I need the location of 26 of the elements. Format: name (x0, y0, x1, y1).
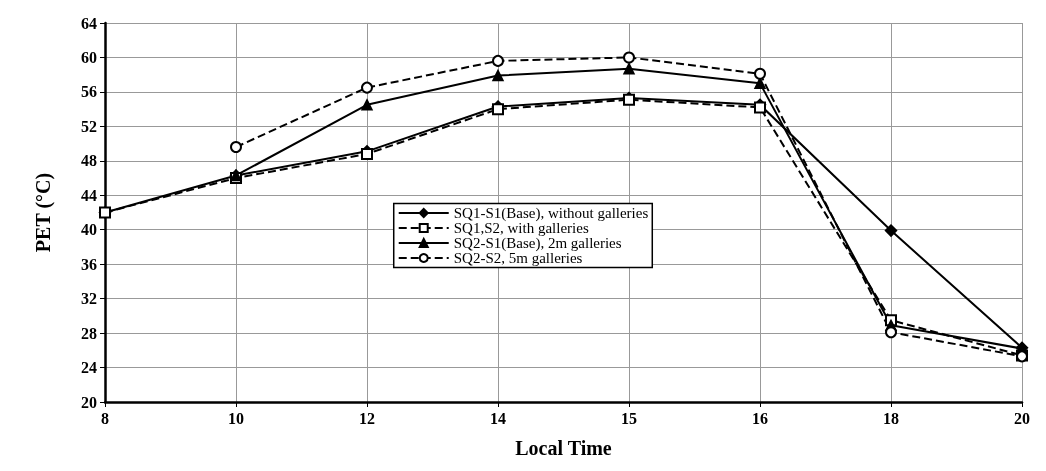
y-tick-label: 32 (81, 290, 97, 308)
y-tick-label: 60 (81, 48, 97, 66)
legend-label: SQ1-S1(Base), without galleries (453, 205, 649, 222)
y-tick-label: 24 (81, 359, 97, 377)
y-tick-label: 52 (81, 117, 97, 135)
y-tick-label: 28 (81, 324, 97, 342)
y-tick-label: 20 (81, 393, 97, 411)
x-tick-label: 20 (1014, 409, 1030, 427)
y-tick-label: 56 (81, 83, 97, 101)
x-tick-label: 16 (752, 409, 768, 427)
x-tick-label: 14 (490, 409, 506, 427)
x-tick-label: 15 (621, 409, 637, 427)
x-tick-label: 10 (228, 409, 244, 427)
y-tick-label: 48 (81, 152, 97, 170)
x-tick-label: 12 (359, 409, 375, 427)
y-tick-label: 44 (81, 186, 97, 204)
x-axis-title: Local Time (515, 437, 612, 459)
y-axis-title: PET (°C) (32, 172, 55, 253)
y-tick-label: 36 (81, 255, 97, 273)
legend-label: SQ2-S1(Base), 2m galleries (453, 235, 622, 252)
legend-label: SQ2-S2, 5m galleries (453, 250, 583, 266)
y-tick-label: 40 (81, 221, 97, 239)
x-tick-label: 8 (101, 409, 109, 427)
legend-label: SQ1,S2, with galleries (453, 220, 589, 236)
y-tick-label: 64 (81, 14, 97, 32)
x-tick-label: 18 (883, 409, 899, 427)
